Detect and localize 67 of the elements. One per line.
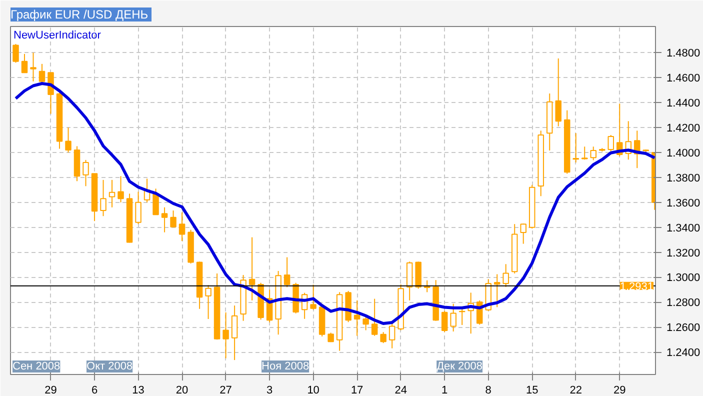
x-tick-label: 24: [394, 384, 407, 396]
candlestick: [581, 146, 588, 160]
annotation: Сен 2008: [12, 360, 60, 372]
candlestick: [222, 312, 229, 359]
y-tick-label: 1.2800: [666, 297, 700, 310]
candlestick: [362, 316, 369, 331]
candlestick: [100, 179, 106, 217]
candlestick: [590, 146, 596, 161]
candlestick: [555, 58, 562, 127]
candlestick: [108, 179, 116, 208]
x-tick-label: 10: [307, 384, 320, 396]
x-tick-label: 15: [526, 384, 538, 396]
candlestick: [205, 284, 212, 320]
x-tick-label: 1: [442, 384, 448, 396]
candlestick: [502, 264, 509, 288]
candlestick: [30, 52, 36, 82]
x-tick-label: 13: [132, 384, 144, 396]
y-tick-label: 1.2400: [666, 347, 700, 360]
candlestick: [178, 212, 186, 242]
candlestick: [12, 43, 19, 64]
candlestick: [170, 210, 176, 228]
candlestick: [21, 53, 28, 74]
candlestick: [441, 310, 448, 333]
candlestick: [135, 191, 142, 225]
x-tick-label: 29: [44, 384, 57, 396]
annotation: Дек 2008: [436, 360, 483, 372]
candlestick: [152, 188, 159, 216]
x-tick-label: 3: [266, 384, 273, 396]
candlestick: [450, 303, 456, 332]
x-tick-label: 29: [614, 384, 626, 396]
text: NewUserIndicator: [14, 30, 102, 42]
y-tick-label: 1.3000: [666, 272, 700, 284]
x-tick-label: 6: [91, 384, 98, 396]
candlestick: [231, 305, 238, 361]
x-tick-label: 8: [485, 384, 492, 396]
y-tick-label: 1.3200: [666, 247, 700, 260]
candlestick: [520, 223, 526, 244]
y-tick-label: 1.4200: [666, 122, 700, 135]
candlestick: [118, 176, 124, 203]
y-tick-label: 1.3600: [666, 197, 700, 210]
x-tick-label: 22: [570, 384, 582, 396]
candlestick: [380, 332, 386, 344]
x-tick-label: 27: [220, 384, 232, 396]
y-tick-label: 1.4800: [666, 48, 700, 60]
candlestick: [284, 256, 290, 288]
candlestick: [371, 298, 378, 336]
candlestick: [161, 206, 168, 233]
annotation: Окт 2008: [86, 360, 133, 372]
candlestick: [82, 159, 89, 187]
y-tick-label: 1.4400: [666, 98, 700, 110]
candlestick: [494, 274, 500, 308]
candlestick: [310, 284, 316, 310]
y-tick-label: 1.3400: [666, 222, 700, 234]
y-tick-label: 1.3800: [666, 172, 700, 184]
candlestick: [572, 132, 579, 163]
x-tick-label: 20: [176, 384, 188, 396]
y-tick-label: 1.2600: [666, 322, 700, 334]
ref-line-label: 1.2931: [620, 280, 654, 293]
candlestick: [354, 300, 360, 336]
x-tick-label: 17: [350, 384, 364, 396]
candlestick: [65, 127, 72, 153]
chart-title: График EUR /USD ДЕНЬ: [10, 8, 148, 22]
candlestick: [248, 236, 256, 301]
y-tick-label: 1.4600: [666, 72, 700, 85]
candlestick: [608, 134, 614, 152]
y-tick-label: 1.4000: [666, 147, 700, 160]
annotation: Ноя 2008: [262, 360, 310, 372]
